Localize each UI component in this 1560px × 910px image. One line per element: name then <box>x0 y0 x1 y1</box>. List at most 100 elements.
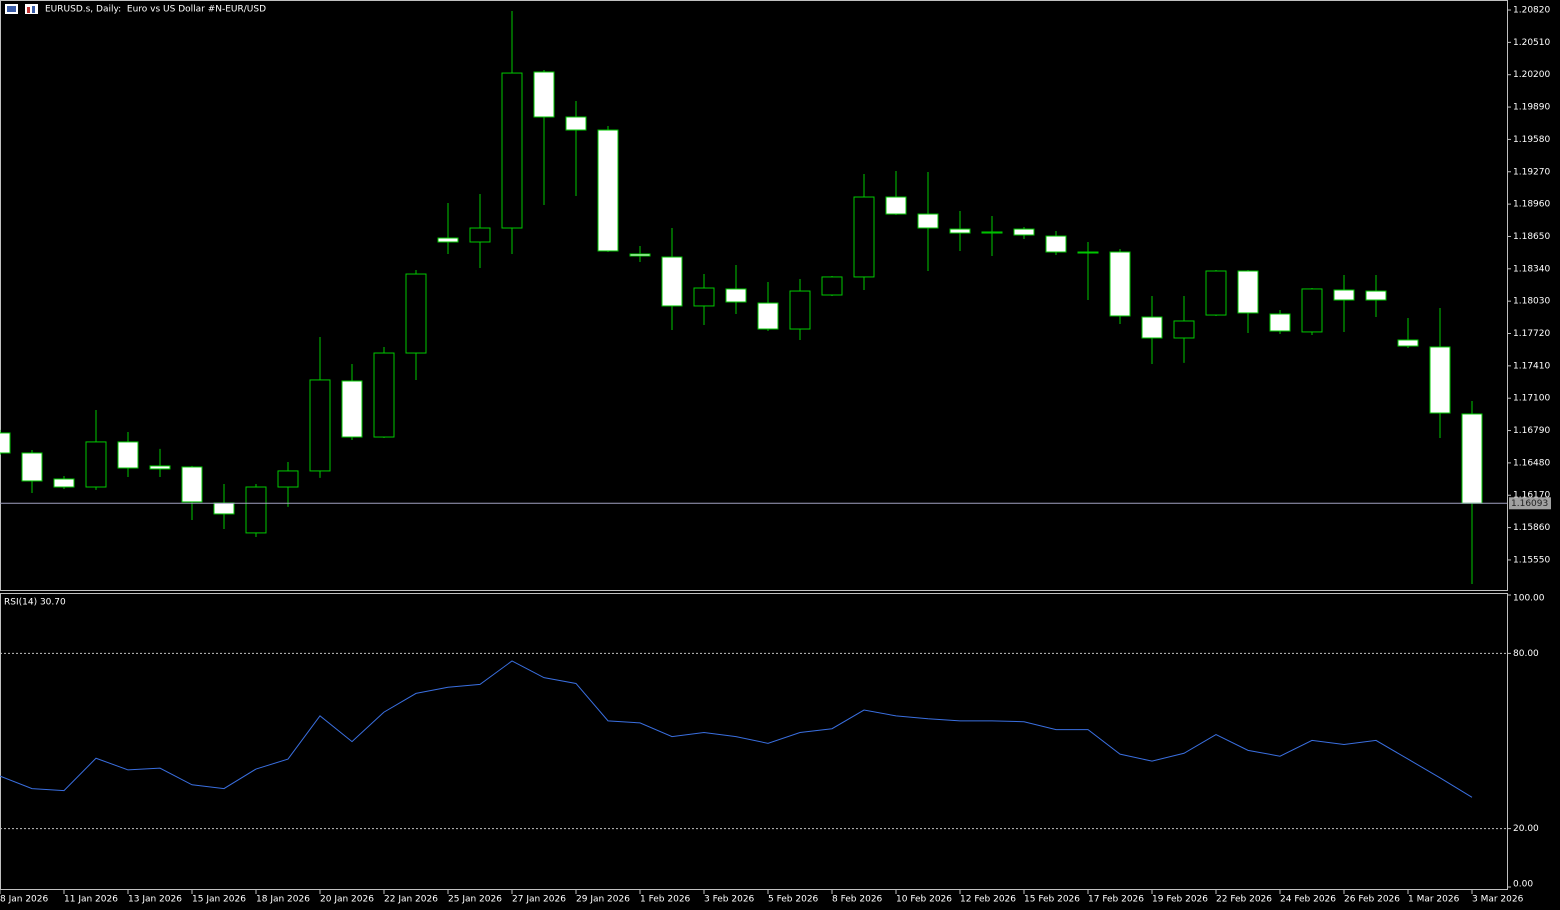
rsi-frame <box>0 593 1508 890</box>
candle-body <box>629 253 651 257</box>
candle-body <box>981 231 1003 234</box>
icon <box>32 6 35 13</box>
x-tick-label: 20 Jan 2026 <box>320 895 374 905</box>
rsi-line <box>0 660 1473 798</box>
x-tick-label: 13 Jan 2026 <box>128 895 182 905</box>
candle-body <box>1397 339 1419 347</box>
candle-body <box>405 273 427 354</box>
x-tick-label: 8 Feb 2026 <box>832 895 883 905</box>
candle-body <box>501 72 523 229</box>
candle-body <box>117 441 139 469</box>
icon <box>27 7 30 13</box>
x-tick-label: 19 Feb 2026 <box>1152 895 1208 905</box>
candle-body <box>277 470 299 488</box>
candle-body <box>821 276 843 296</box>
y-tick-label: 1.17720 <box>1513 329 1550 339</box>
candle-body <box>597 129 619 252</box>
x-tick-label: 29 Jan 2026 <box>576 895 630 905</box>
candle-body <box>1141 316 1163 339</box>
candle-body <box>1237 270 1259 314</box>
y-tick-label: 1.19580 <box>1513 135 1550 145</box>
candle-body <box>181 466 203 503</box>
candle-body <box>373 352 395 438</box>
y-tick-label: 1.20200 <box>1513 70 1550 80</box>
y-tick-label: 1.18030 <box>1513 297 1550 307</box>
y-tick-label: 0.00 <box>1513 880 1533 890</box>
candle-body <box>949 228 971 234</box>
candle-body <box>1301 288 1323 333</box>
candle-body <box>245 486 267 534</box>
candle-body <box>1109 251 1131 317</box>
chart-title: EURUSD.s, Daily: Euro vs US Dollar #N-EU… <box>45 5 266 15</box>
y-tick-label: 80.00 <box>1513 649 1539 659</box>
y-tick-label: 1.15550 <box>1513 555 1550 565</box>
x-tick-label: 18 Jan 2026 <box>256 895 310 905</box>
x-tick-label: 1 Feb 2026 <box>640 895 691 905</box>
candle-body <box>725 288 747 303</box>
x-tick-label: 5 Feb 2026 <box>768 895 819 905</box>
candle-body <box>0 432 11 454</box>
y-tick-label: 1.16170 <box>1513 491 1550 501</box>
candle-body <box>213 502 235 515</box>
candle-body <box>1173 320 1195 339</box>
y-tick-label: 1.19270 <box>1513 167 1550 177</box>
y-tick-label: 1.17100 <box>1513 394 1550 404</box>
main-frame <box>0 0 1508 591</box>
candle-body <box>21 452 43 482</box>
x-tick-label: 15 Jan 2026 <box>192 895 246 905</box>
y-tick-label: 1.19890 <box>1513 103 1550 113</box>
candle-body <box>149 465 171 470</box>
y-tick-label: 1.20510 <box>1513 38 1550 48</box>
current-price-box <box>1509 497 1551 510</box>
candle-body <box>437 237 459 243</box>
current-price-label: 1.16093 <box>1511 499 1548 509</box>
candle-body <box>789 290 811 330</box>
candle-body <box>341 380 363 438</box>
x-tick-label: 3 Feb 2026 <box>704 895 755 905</box>
x-tick-label: 22 Feb 2026 <box>1216 895 1272 905</box>
candle-body <box>1365 290 1387 301</box>
icon <box>25 4 38 14</box>
y-tick-label: 1.15860 <box>1513 523 1550 533</box>
y-tick-label: 20.00 <box>1513 824 1539 834</box>
x-tick-label: 12 Feb 2026 <box>960 895 1016 905</box>
candle-body <box>1269 313 1291 332</box>
y-tick-label: 100.00 <box>1513 594 1545 604</box>
y-tick-label: 1.18960 <box>1513 200 1550 210</box>
candle-body <box>1013 228 1035 236</box>
y-tick-label: 1.18650 <box>1513 232 1550 242</box>
y-tick-label: 1.17410 <box>1513 361 1550 371</box>
x-tick-label: 26 Feb 2026 <box>1344 895 1400 905</box>
candle-body <box>885 196 907 215</box>
icon <box>7 6 16 12</box>
candle-body <box>565 116 587 131</box>
x-tick-label: 27 Jan 2026 <box>512 895 566 905</box>
y-tick-label: 1.16480 <box>1513 458 1550 468</box>
y-tick-label: 1.20820 <box>1513 6 1550 16</box>
candle-body <box>53 478 75 488</box>
candle-body <box>853 196 875 278</box>
candle-body <box>917 213 939 229</box>
candle-body <box>1333 289 1355 301</box>
candle-body <box>1045 235 1067 253</box>
candle-body <box>1461 413 1483 504</box>
candle-body <box>469 227 491 243</box>
candle-body <box>1205 270 1227 316</box>
candle-body <box>661 256 683 307</box>
x-tick-label: 3 Mar 2026 <box>1472 895 1524 905</box>
symbol-icons <box>5 4 38 14</box>
candle-body <box>309 379 331 472</box>
x-tick-label: 10 Feb 2026 <box>896 895 952 905</box>
x-tick-label: 17 Feb 2026 <box>1088 895 1144 905</box>
candle-body <box>757 302 779 330</box>
x-tick-label: 24 Feb 2026 <box>1280 895 1336 905</box>
x-tick-label: 25 Jan 2026 <box>448 895 502 905</box>
x-tick-label: 22 Jan 2026 <box>384 895 438 905</box>
x-tick-label: 8 Jan 2026 <box>0 895 48 905</box>
x-tick-label: 1 Mar 2026 <box>1408 895 1460 905</box>
y-tick-label: 1.16790 <box>1513 426 1550 436</box>
candle-body <box>85 441 107 488</box>
candle-body <box>693 287 715 307</box>
